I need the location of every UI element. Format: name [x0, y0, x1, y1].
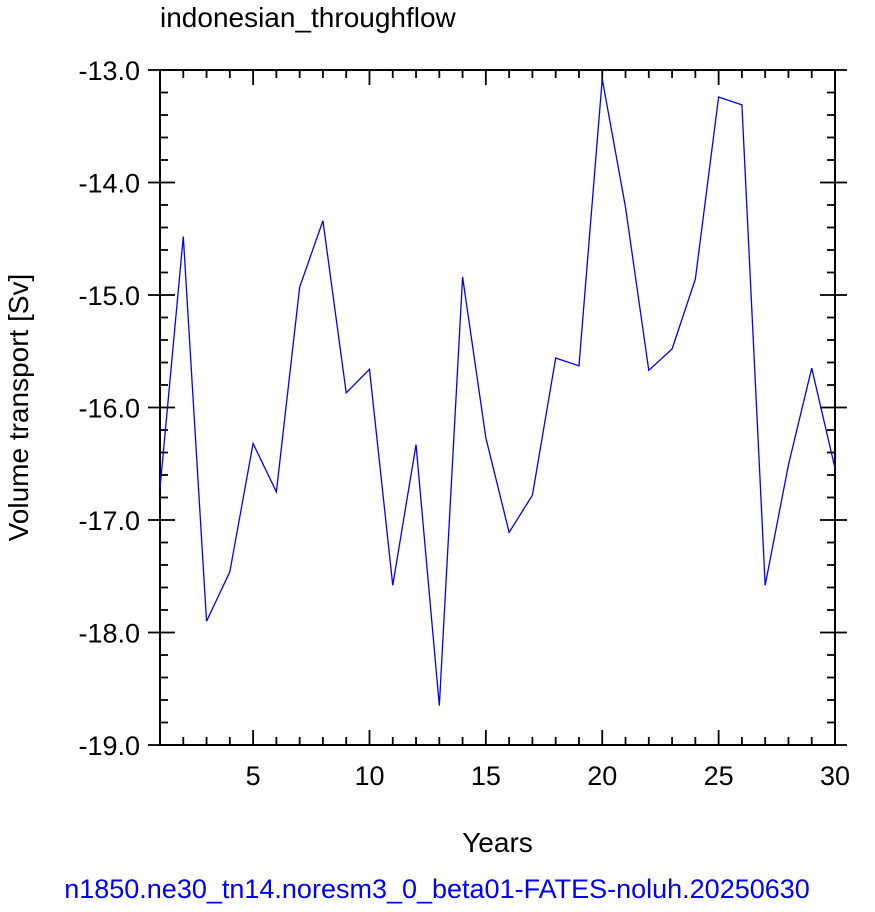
chart-title: indonesian_throughflow: [160, 2, 457, 33]
y-axis-label: Volume transport [Sv]: [3, 274, 34, 542]
axis-tick-labels: 5 10 15 20 25 30 -19.0 -18.0 -17.0 -16.0 -15.0 -14.…: [78, 56, 850, 791]
x-tick-label: 15: [471, 761, 501, 791]
x-axis-label: Years: [462, 827, 533, 858]
y-tick-label: -14.0: [78, 169, 140, 199]
x-tick-label: 30: [820, 761, 850, 791]
x-tick-label: 25: [704, 761, 734, 791]
x-tick-label: 10: [354, 761, 384, 791]
y-tick-label: -18.0: [78, 619, 140, 649]
series-line: [159, 78, 836, 706]
y-tick-label: -13.0: [78, 56, 140, 86]
data-points: [159, 78, 836, 706]
y-tick-label: -15.0: [78, 281, 140, 311]
x-tick-label: 20: [587, 761, 617, 791]
y-tick-label: -19.0: [78, 731, 140, 761]
run-id-footer: n1850.ne30_tn14.noresm3_0_beta01-FATES-n…: [64, 874, 810, 904]
axis-ticks: [148, 69, 847, 746]
y-tick-label: -17.0: [78, 506, 140, 536]
plot-frame: [159, 69, 836, 746]
x-tick-label: 5: [246, 761, 261, 791]
y-tick-label: -16.0: [78, 394, 140, 424]
